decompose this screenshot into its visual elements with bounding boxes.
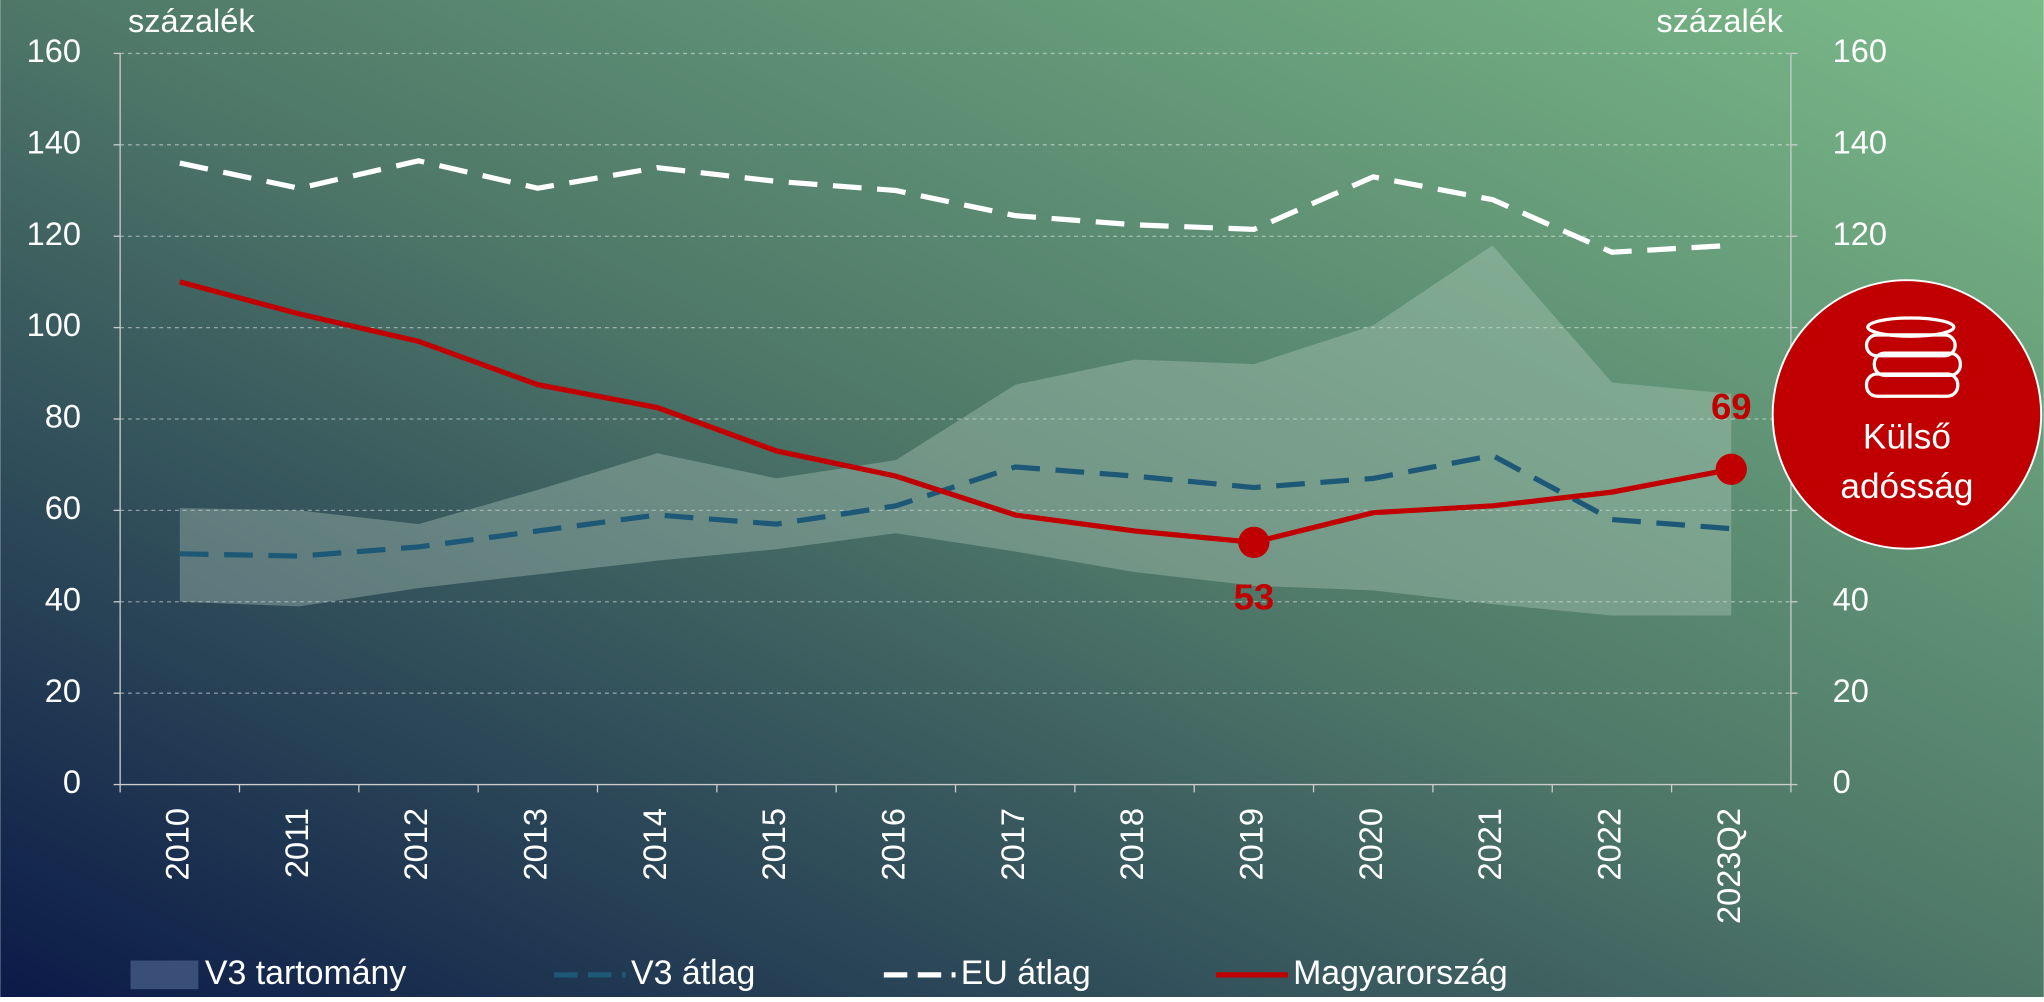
y-tick-label: 120 xyxy=(27,216,81,252)
point-marker xyxy=(1238,526,1270,559)
y2-axis-label: százalék xyxy=(1656,3,1783,39)
x-tick-label: 2012 xyxy=(398,808,434,880)
y-tick-label: 40 xyxy=(45,581,81,617)
x-tick-label: 2015 xyxy=(756,808,792,880)
legend-swatch xyxy=(130,960,199,990)
y2-tick-label: 160 xyxy=(1833,33,1887,69)
badge-text: Külső xyxy=(1863,417,1951,456)
x-tick-label: 2014 xyxy=(637,808,673,880)
y2-tick-label: 0 xyxy=(1833,764,1851,800)
badge-circle xyxy=(1771,279,2043,550)
y-tick-label: 140 xyxy=(27,124,81,160)
data-label: 69 xyxy=(1711,386,1752,427)
x-tick-label: 2010 xyxy=(159,808,195,880)
legend-label: EU átlag xyxy=(961,954,1091,992)
x-tick-label: 2023Q2 xyxy=(1711,808,1747,924)
y2-tick-label: 120 xyxy=(1833,216,1887,252)
y2-tick-label: 40 xyxy=(1833,581,1869,617)
y2-tick-label: 20 xyxy=(1833,673,1869,709)
series-line xyxy=(179,279,1732,546)
x-tick-label: 2017 xyxy=(995,808,1031,880)
plot: 0204060801001201401600204060801001201401… xyxy=(27,33,1887,992)
x-tick-label: 2013 xyxy=(517,808,553,880)
y-tick-label: 100 xyxy=(27,307,81,343)
x-tick-label: 2011 xyxy=(279,808,315,878)
x-tick-label: 2021 xyxy=(1472,808,1508,880)
y-tick-label: 160 xyxy=(27,33,81,69)
legend-label: Magyarország xyxy=(1293,954,1508,992)
point-marker xyxy=(1715,453,1747,485)
data-label: 53 xyxy=(1234,576,1275,617)
range-area xyxy=(179,245,1732,616)
x-tick-label: 2022 xyxy=(1592,808,1628,880)
badge: Külső adósság xyxy=(1771,279,2043,550)
y-tick-label: 60 xyxy=(45,490,81,526)
y-axis-label: százalék xyxy=(128,3,255,39)
x-tick-label: 2019 xyxy=(1233,808,1269,880)
badge-text: adósság xyxy=(1840,467,1973,506)
y-tick-label: 80 xyxy=(45,399,81,435)
x-tick-label: 2020 xyxy=(1353,808,1389,880)
y-tick-label: 0 xyxy=(63,764,81,800)
x-tick-label: 2018 xyxy=(1114,808,1150,880)
series-line xyxy=(179,452,1732,559)
legend-label: V3 átlag xyxy=(631,954,755,992)
x-tick-label: 2016 xyxy=(875,808,911,880)
legend-label: V3 tartomány xyxy=(205,954,407,992)
coins-icon xyxy=(1864,316,1962,398)
y2-tick-label: 140 xyxy=(1833,124,1887,160)
y-tick-label: 20 xyxy=(45,673,81,709)
